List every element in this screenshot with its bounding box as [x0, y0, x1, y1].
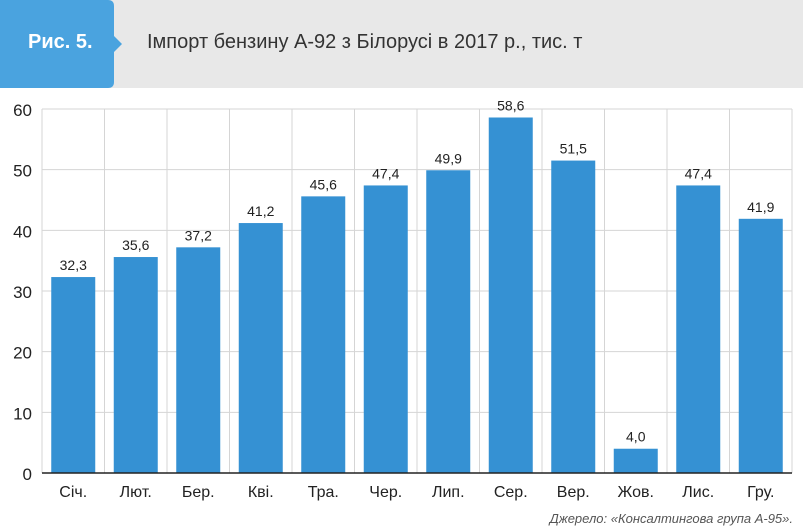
- y-tick-label: 0: [23, 465, 32, 484]
- x-tick-label: Жов.: [618, 484, 654, 501]
- x-tick-label: Чер.: [369, 484, 402, 501]
- chart-header: Рис. 5. Імпорт бензину А-92 з Білорусі в…: [0, 0, 803, 88]
- x-tick-label: Бер.: [182, 484, 215, 501]
- figure-badge: Рис. 5.: [0, 0, 122, 88]
- x-tick-label: Січ.: [59, 484, 87, 501]
- y-tick-label: 50: [13, 162, 32, 181]
- y-tick-label: 60: [13, 101, 32, 120]
- y-tick-label: 10: [13, 404, 32, 423]
- data-label: 35,6: [122, 237, 149, 253]
- bar: [176, 247, 221, 473]
- bar: [113, 257, 158, 473]
- x-tick-label: Гру.: [747, 484, 774, 501]
- x-tick-label: Сер.: [494, 484, 528, 501]
- bar: [426, 170, 471, 474]
- bar: [488, 117, 533, 473]
- bar: [301, 196, 346, 474]
- data-label: 32,3: [60, 257, 87, 273]
- x-tick-label: Вер.: [557, 484, 590, 501]
- data-label: 4,0: [626, 429, 646, 445]
- data-label: 47,4: [685, 165, 712, 181]
- data-label: 58,6: [497, 97, 524, 113]
- source-note: Джерело: «Консалтингова група А-95».: [549, 511, 793, 526]
- data-label: 51,5: [560, 141, 587, 157]
- chart-title: Імпорт бензину А-92 з Білорусі в 2017 р.…: [147, 31, 583, 53]
- data-label: 47,4: [372, 165, 399, 181]
- bar: [613, 448, 658, 473]
- data-label: 41,2: [247, 203, 274, 219]
- bar: [238, 223, 283, 473]
- y-tick-label: 30: [13, 283, 32, 302]
- x-tick-label: Лис.: [682, 484, 714, 501]
- data-label: 45,6: [310, 176, 337, 192]
- x-tick-label: Кві.: [248, 484, 274, 501]
- bar-chart: 0 10 20 30 40 50 60 32,3 Січ. 35,6 Лют. 37,2 Бер. 41,…: [13, 97, 793, 501]
- y-tick-label: 40: [13, 222, 32, 241]
- figure-label: Рис. 5.: [28, 31, 93, 53]
- x-tick-label: Лют.: [120, 484, 152, 501]
- bar: [676, 185, 721, 473]
- x-tick-label: Лип.: [432, 484, 465, 501]
- bar: [51, 277, 96, 473]
- x-tick-label: Тра.: [308, 484, 339, 501]
- bar: [738, 218, 783, 473]
- y-tick-label: 20: [13, 344, 32, 363]
- data-label: 37,2: [185, 227, 212, 243]
- data-label: 41,9: [747, 199, 774, 215]
- bar: [363, 185, 408, 473]
- data-label: 49,9: [435, 150, 462, 166]
- bar: [551, 160, 596, 474]
